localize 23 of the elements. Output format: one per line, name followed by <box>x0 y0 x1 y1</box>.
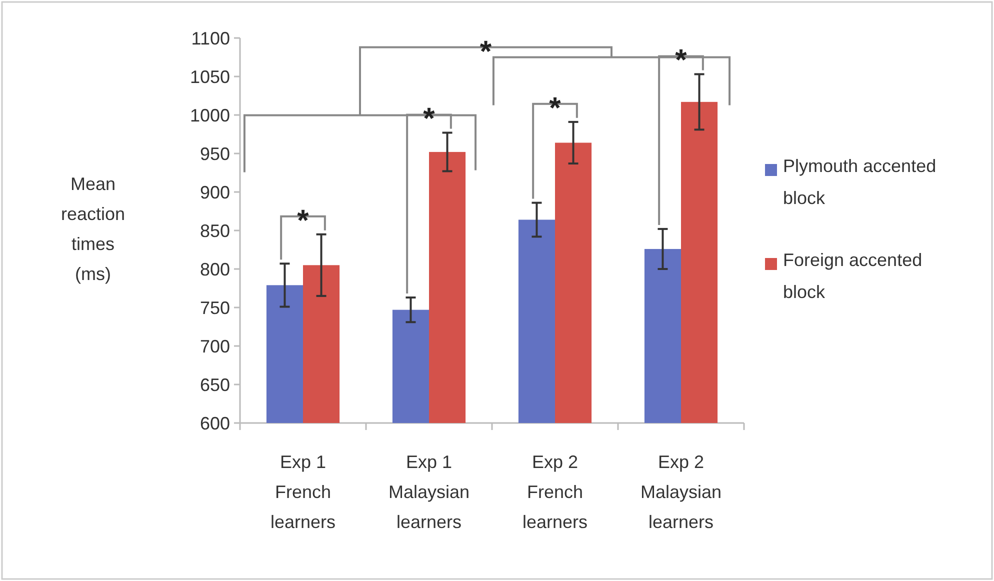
annotation: * <box>423 102 436 136</box>
y-tick-label: 700 <box>200 336 230 356</box>
annotation: * <box>549 92 562 125</box>
x-tick-label: Exp 1 Malaysian learners <box>388 452 470 532</box>
x-tick-label: Exp 2 Malaysian learners <box>640 452 722 532</box>
legend-label: Plymouth accented block <box>783 156 936 208</box>
y-tick-label: 1100 <box>191 28 230 48</box>
x-tick-label: Exp 2 French learners <box>522 452 588 532</box>
legend-label: Foreign accented block <box>783 250 922 302</box>
y-tick-label: 800 <box>200 259 230 280</box>
y-tick-label: 750 <box>200 298 230 318</box>
y-tick-label: 900 <box>200 182 230 202</box>
y-tick-label: 850 <box>200 220 230 241</box>
y-tick-label: 1000 <box>190 105 230 126</box>
y-tick-label: 650 <box>200 374 230 395</box>
y-tick-label: 950 <box>200 144 230 164</box>
y-tick-label: 600 <box>200 413 230 434</box>
annotation: * <box>297 204 310 238</box>
annotation: * <box>675 44 688 78</box>
y-tick-label: 1050 <box>190 66 230 87</box>
annotation: * <box>480 35 492 68</box>
y-axis-title: Mean reaction times (ms) <box>60 174 126 284</box>
x-tick-label: Exp 1 French learners <box>270 452 336 532</box>
